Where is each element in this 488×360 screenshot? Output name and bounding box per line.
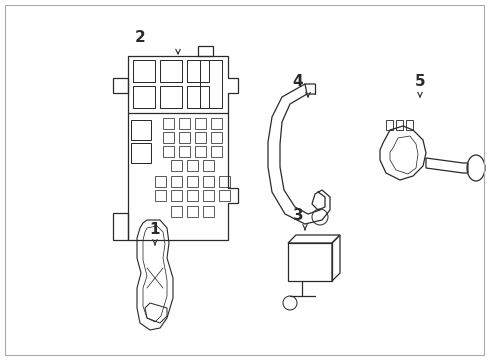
Bar xyxy=(133,60,155,82)
Text: 4: 4 xyxy=(292,75,303,90)
Bar xyxy=(155,190,165,201)
Bar xyxy=(219,176,229,187)
Bar xyxy=(171,206,182,217)
Bar xyxy=(179,132,190,143)
Bar xyxy=(171,160,182,171)
Bar xyxy=(186,190,198,201)
Bar xyxy=(171,190,182,201)
Bar xyxy=(131,120,151,140)
Bar xyxy=(195,132,205,143)
Bar xyxy=(179,146,190,157)
Bar xyxy=(186,176,198,187)
Bar xyxy=(210,146,222,157)
Bar xyxy=(163,146,174,157)
Bar xyxy=(195,118,205,129)
Bar xyxy=(203,160,214,171)
Bar xyxy=(160,60,182,82)
Text: 2: 2 xyxy=(134,31,145,45)
Bar xyxy=(179,118,190,129)
Bar xyxy=(186,86,208,108)
Bar xyxy=(163,118,174,129)
Bar xyxy=(195,146,205,157)
Bar xyxy=(203,176,214,187)
Bar xyxy=(287,243,331,281)
Bar xyxy=(219,190,229,201)
Bar xyxy=(200,60,222,108)
Text: 3: 3 xyxy=(292,207,303,222)
Bar xyxy=(210,118,222,129)
Bar xyxy=(186,160,198,171)
Bar xyxy=(131,143,151,163)
Bar xyxy=(171,176,182,187)
Bar xyxy=(186,206,198,217)
Bar xyxy=(186,60,208,82)
Text: 1: 1 xyxy=(149,222,160,238)
Bar xyxy=(155,176,165,187)
Bar xyxy=(210,132,222,143)
Bar xyxy=(203,190,214,201)
Text: 5: 5 xyxy=(414,75,425,90)
Bar xyxy=(133,86,155,108)
Bar xyxy=(160,86,182,108)
Bar xyxy=(203,206,214,217)
Bar xyxy=(163,132,174,143)
